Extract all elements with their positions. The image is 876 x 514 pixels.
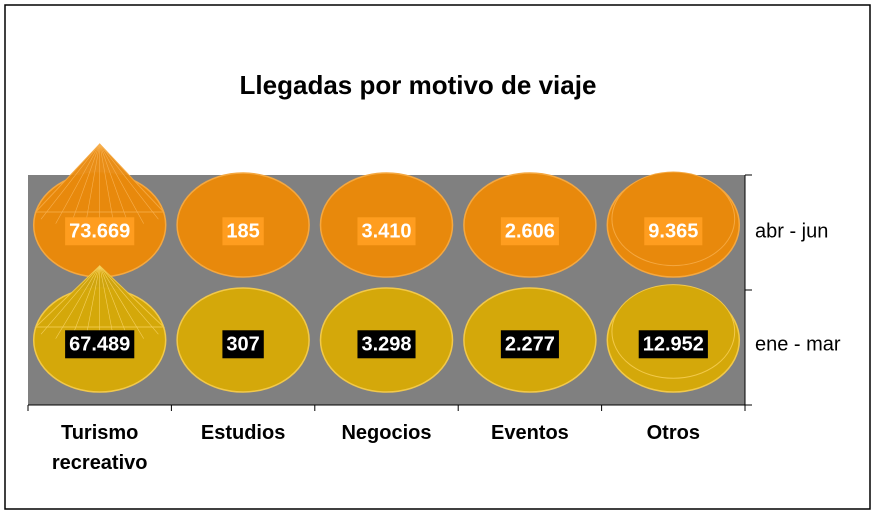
data-label: 185 bbox=[226, 220, 259, 242]
legend-label: ene - mar bbox=[755, 333, 841, 355]
data-label-box bbox=[222, 217, 264, 246]
x-tick-label: Eventos bbox=[490, 422, 569, 444]
data-label: 307 bbox=[226, 333, 259, 355]
x-tick-label: Negocios bbox=[341, 422, 432, 444]
data-label: 2.277 bbox=[505, 333, 555, 355]
data-label-box bbox=[222, 330, 264, 359]
data-label-box bbox=[500, 330, 559, 359]
legend-label: abr - jun bbox=[755, 220, 828, 242]
data-label: 9.365 bbox=[648, 220, 698, 242]
data-label-box bbox=[65, 330, 135, 359]
data-label: 67.489 bbox=[69, 333, 130, 355]
data-label-box bbox=[65, 217, 135, 246]
data-label: 73.669 bbox=[69, 220, 130, 242]
data-label: 3.298 bbox=[361, 333, 411, 355]
data-label-box bbox=[500, 217, 559, 246]
x-tick-label: Otros bbox=[646, 422, 700, 444]
x-tick-label: Estudios bbox=[200, 422, 286, 444]
data-label-box bbox=[644, 217, 703, 246]
data-label: 3.410 bbox=[361, 220, 411, 242]
data-label-box bbox=[357, 330, 416, 359]
x-tick-label: Turismo recreativo bbox=[51, 422, 148, 474]
data-label-box bbox=[357, 217, 416, 246]
data-label-box bbox=[638, 330, 708, 359]
data-label: 2.606 bbox=[505, 220, 555, 242]
chart-title: Llegadas por motivo de viaje bbox=[240, 70, 597, 100]
data-label: 12.952 bbox=[643, 333, 704, 355]
